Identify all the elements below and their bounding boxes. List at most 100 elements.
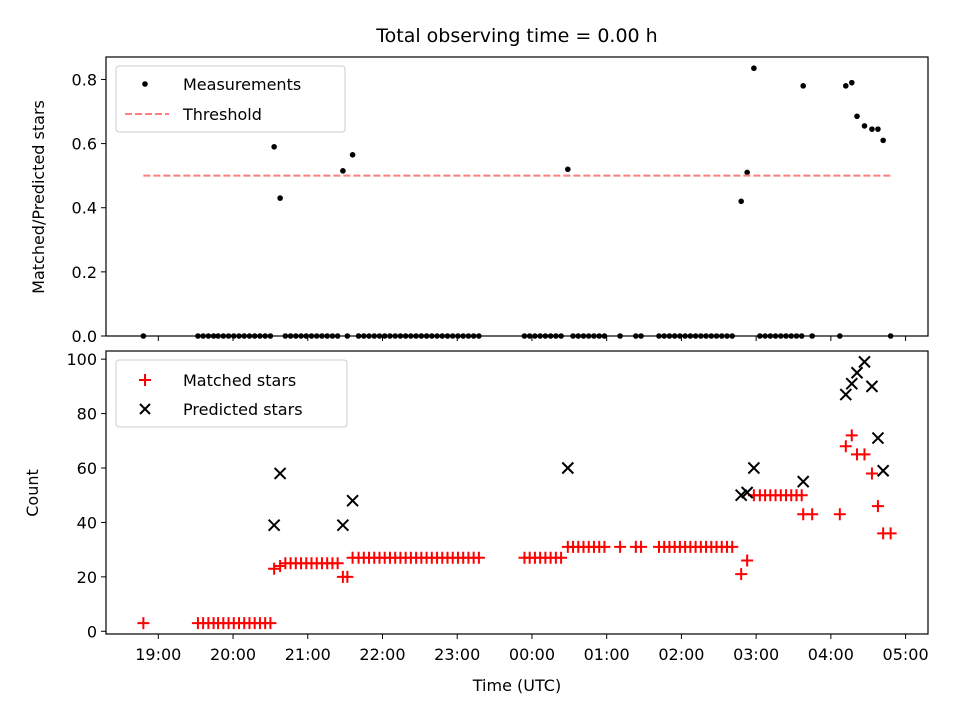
x-tick-label: 23:00 (434, 645, 480, 664)
x-tick-label: 05:00 (883, 645, 929, 664)
measurement-point (277, 195, 283, 201)
matched-stars-point (726, 540, 739, 553)
bottom-x-axis: 19:00 20:00 21:00 22:00 23:00 00:00 01:00 02:00… (135, 634, 929, 664)
matched-stars-point (833, 508, 846, 521)
x-tick-label: 19:00 (135, 645, 181, 664)
x-tick-label: 03:00 (733, 645, 779, 664)
y-tick-label: 0.8 (72, 70, 97, 89)
predicted-stars-point (858, 355, 871, 369)
x-tick-label: 20:00 (210, 645, 256, 664)
predicted-stars-point (267, 518, 281, 532)
matched-stars-point (137, 617, 150, 630)
matched-stars-point (858, 448, 871, 461)
predicted-stars-point (747, 461, 761, 475)
measurement-point (875, 126, 881, 132)
measurement-point (349, 152, 356, 158)
matched-stars-point (884, 527, 897, 540)
bottom-legend: Matched stars Predicted stars (115, 359, 348, 428)
measurement-point (271, 143, 277, 150)
x-tick-label: 04:00 (808, 645, 854, 664)
y-tick-label: 80 (77, 405, 97, 424)
top-panel: 0.00.20.40.60.8 Matched/Predicted stars … (29, 56, 929, 346)
bottom-legend-frame (115, 359, 348, 428)
x-tick-label: 00:00 (509, 645, 555, 664)
predicted-stars-point (871, 431, 885, 445)
matched-stars-point (735, 568, 748, 581)
predicted-stars-point (346, 494, 359, 507)
y-tick-label: 40 (77, 513, 97, 532)
legend-predicted-marker (139, 403, 151, 415)
matched-stars-point (871, 500, 884, 513)
bottom-plot-area (137, 355, 897, 630)
y-tick-label: 100 (66, 350, 97, 369)
measurement-point (869, 126, 875, 132)
matched-stars-point (635, 540, 648, 553)
matched-stars-point (614, 540, 627, 553)
predicted-stars-point (273, 467, 287, 480)
measurement-point (854, 113, 860, 120)
measurement-point (880, 137, 886, 144)
matched-stars-point (274, 559, 287, 572)
matched-stars-point (795, 489, 808, 502)
predicted-stars-point (876, 464, 890, 477)
top-y-axis: 0.0 0.2 0.4 0.6 0.8 (72, 70, 106, 346)
top-axes-frame (105, 56, 929, 337)
legend-measurements-marker (142, 81, 148, 87)
bottom-axes-frame (105, 350, 929, 635)
top-y-axis-label: Matched/Predicted stars (29, 100, 48, 294)
measurement-point (861, 123, 868, 129)
top-legend-frame (115, 65, 346, 133)
legend-measurements-label: Measurements (183, 75, 301, 94)
bottom-y-axis: 0 20 40 60 80 100 (66, 350, 106, 641)
matched-stars-point (806, 508, 819, 521)
measurement-point (744, 169, 750, 176)
y-tick-label: 0.6 (72, 135, 97, 154)
matched-stars-point (555, 551, 568, 564)
bottom-panel: 0 20 40 60 80 100 19:00 20:00 21:00 22:00 23:00 00… (23, 350, 929, 695)
x-axis-label: Time (UTC) (472, 676, 561, 695)
predicted-stars-point (865, 380, 879, 393)
matched-stars-point (331, 557, 344, 570)
top-x-ticks (157, 336, 907, 341)
measurement-point (738, 198, 744, 205)
x-tick-label: 21:00 (285, 645, 331, 664)
matched-stars-point (845, 429, 858, 442)
predicted-stars-point (561, 461, 575, 475)
matched-stars-point (472, 551, 485, 564)
matched-stars-point (598, 540, 611, 553)
predicted-stars-point (845, 377, 858, 390)
top-legend: Measurements Threshold (115, 65, 346, 133)
matched-stars-point (741, 554, 754, 567)
measurement-point (843, 83, 849, 89)
predicted-stars-point (336, 518, 350, 532)
measurement-point (340, 168, 346, 174)
predicted-stars-point (740, 486, 754, 499)
legend-threshold-label: Threshold (182, 105, 262, 124)
matched-stars-point (268, 562, 281, 575)
legend-matched-marker (139, 374, 151, 386)
y-tick-label: 20 (77, 568, 97, 587)
measurement-point (751, 65, 757, 72)
predicted-stars-point (850, 366, 864, 379)
predicted-stars-point (839, 388, 853, 401)
measurement-point (565, 166, 571, 173)
x-tick-label: 02:00 (658, 645, 704, 664)
y-tick-label: 0.4 (72, 199, 97, 218)
measurement-point (848, 79, 855, 86)
measurement-point (800, 83, 807, 89)
y-tick-label: 60 (77, 459, 97, 478)
chart-title: Total observing time = 0.00 h (375, 25, 657, 47)
matched-stars-point (341, 570, 354, 583)
legend-matched-label: Matched stars (183, 371, 296, 390)
matched-stars-point (839, 440, 852, 453)
predicted-stars-point (796, 475, 810, 488)
y-tick-label: 0 (87, 622, 97, 641)
matched-stars-point (865, 467, 878, 480)
legend-predicted-label: Predicted stars (183, 400, 303, 419)
matched-stars-point (264, 617, 277, 630)
y-tick-label: 0.2 (72, 263, 97, 282)
x-tick-label: 22:00 (359, 645, 405, 664)
x-tick-label: 01:00 (584, 645, 630, 664)
y-tick-label: 0.0 (72, 327, 97, 346)
